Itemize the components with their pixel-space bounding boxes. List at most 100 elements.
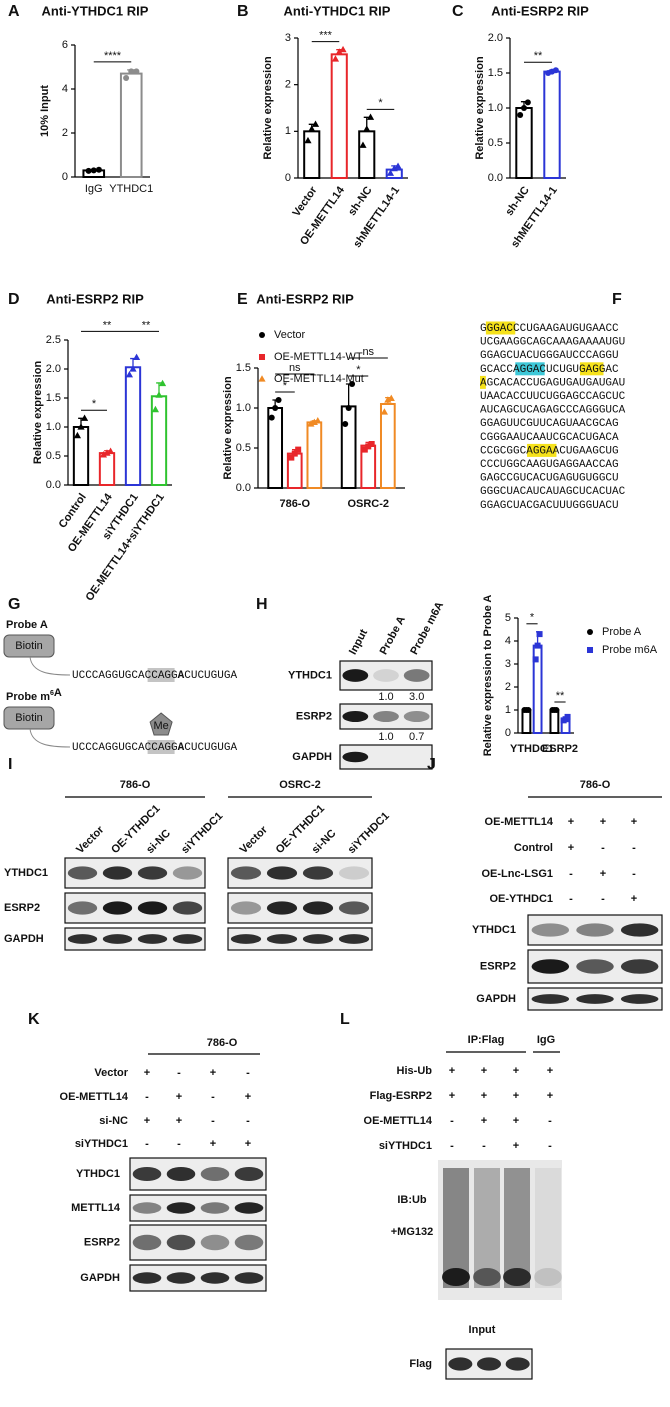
blot-band — [67, 934, 98, 944]
y-tick-label: 2 — [62, 127, 68, 139]
significance-label: * — [378, 97, 383, 109]
data-point — [521, 105, 527, 111]
condition-sign: + — [144, 1067, 150, 1079]
blot-band — [132, 1166, 162, 1182]
data-point — [123, 75, 130, 81]
blot-band — [302, 901, 334, 915]
bar — [521, 709, 532, 734]
panel-label: D — [8, 291, 20, 308]
condition-label: OE-YTHDC1 — [489, 893, 553, 905]
data-point — [73, 431, 82, 439]
y-tick-label: 1 — [285, 125, 291, 137]
row-label: GAPDH — [476, 993, 516, 1005]
sequence-segment: GG — [164, 742, 177, 754]
condition-sign: - — [569, 893, 573, 905]
bar — [515, 107, 533, 179]
data-point — [304, 136, 312, 144]
group-label: 786-O — [580, 779, 611, 791]
row-label: YTHDC1 — [4, 867, 48, 879]
sequence-segment: GGAGCUACUGGGAUCCCAGGU — [480, 350, 619, 362]
probe-name-part: Probe A — [6, 619, 48, 631]
sequence-segment: UAACACCUUCUGGAGCCAGCUC — [480, 391, 626, 403]
blot-annotation: +MG132 — [391, 1226, 434, 1238]
condition-sign: - — [482, 1140, 486, 1152]
blot-band — [166, 1202, 196, 1214]
data-point — [132, 353, 141, 360]
blot-band — [234, 1234, 264, 1251]
biotin-label: Biotin — [15, 712, 43, 724]
data-point — [361, 446, 368, 453]
blot-band — [137, 901, 168, 915]
chart-title: Anti-ESRP2 RIP — [256, 291, 354, 306]
blot-band — [200, 1272, 230, 1284]
data-point — [335, 48, 343, 55]
condition-sign: - — [211, 1091, 215, 1103]
bar — [303, 130, 321, 179]
blot-band — [172, 934, 203, 944]
condition-label: Vector — [94, 1067, 128, 1079]
blot-smear — [535, 1168, 561, 1288]
panel-label: K — [28, 1011, 40, 1028]
sequence-segment: AUCAGCUCAGAGCCCAGGGUCA — [480, 405, 626, 417]
x-tick-label: sh-NC — [346, 184, 374, 217]
bar — [358, 130, 376, 179]
x-tick-label: OSRC-2 — [347, 498, 389, 510]
legend-label: Probe A — [602, 626, 642, 638]
panel-label: C — [452, 3, 464, 20]
significance-label: * — [356, 364, 361, 376]
y-axis-label: Relative expression — [262, 56, 274, 160]
condition-label: OE-METTL14 — [60, 1091, 129, 1103]
y-axis-label: Relative expression — [32, 361, 44, 465]
legend-label: OE-METTL14-WT — [274, 351, 363, 363]
y-tick-label: 4 — [62, 83, 68, 95]
data-point — [85, 167, 92, 174]
condition-sign: - — [246, 1115, 250, 1127]
row-label: METTL14 — [71, 1202, 121, 1214]
data-point — [128, 68, 135, 75]
sequence-highlight — [485, 321, 516, 335]
condition-sign: - — [177, 1067, 181, 1079]
y-tick-label: 4 — [505, 635, 511, 647]
blot-band — [200, 1234, 230, 1251]
data-point — [368, 441, 375, 447]
blot-band — [132, 1234, 162, 1251]
probe-sequence: UCCCAGGUGCACCAGGACUCUGUGA — [72, 670, 237, 682]
panel-label: I — [8, 756, 12, 773]
sequence-segment: GGAGCUACGACUUUGGGUACU — [480, 500, 619, 512]
condition-sign: - — [145, 1138, 149, 1150]
data-point — [158, 379, 167, 387]
data-point — [314, 417, 322, 424]
condition-sign: + — [547, 1090, 553, 1102]
y-tick-label: 1 — [505, 704, 511, 716]
sequence-line: UCGAAGGCAGCAAAGAAAAUGU — [480, 337, 625, 349]
significance-label: * — [283, 380, 288, 392]
significance-label: ** — [142, 319, 151, 331]
sequence-line: GGAGUUCGUUCAGUAACGCAG — [480, 418, 619, 430]
blot-band — [102, 866, 133, 880]
data-point — [125, 371, 134, 378]
group-label: OSRC-2 — [279, 779, 321, 791]
data-point — [342, 421, 349, 427]
group-label: 786-O — [207, 1037, 238, 1049]
blot-band — [448, 1357, 473, 1371]
sequence-line: GGGACCCUGAAGAUGUGAACC — [480, 323, 619, 335]
significance-label: **** — [104, 50, 122, 62]
data-point — [525, 707, 532, 713]
sequence-line: GAGCCGUCACUGAGUGUGGCU — [480, 473, 619, 485]
blot-band — [234, 1272, 264, 1284]
blot-band — [67, 901, 98, 915]
condition-label: siYTHDC1 — [75, 1138, 128, 1150]
biotin-label: Biotin — [15, 640, 43, 652]
bar — [330, 53, 348, 179]
data-point — [106, 447, 115, 454]
condition-label: His-Ub — [397, 1065, 433, 1077]
x-tick-label: YTHDC1 — [109, 183, 153, 195]
condition-sign: + — [144, 1115, 150, 1127]
x-tick-label: YTHDC1 — [510, 743, 554, 755]
quantification: 3.0 — [409, 691, 424, 703]
row-label: GAPDH — [292, 751, 332, 763]
bar — [379, 403, 396, 489]
condition-sign: + — [210, 1138, 216, 1150]
y-axis-label: Relative expression to Probe A — [482, 595, 494, 757]
sequence-segment: CCCUGGCAAGUGAGGAACCAG — [480, 459, 619, 471]
